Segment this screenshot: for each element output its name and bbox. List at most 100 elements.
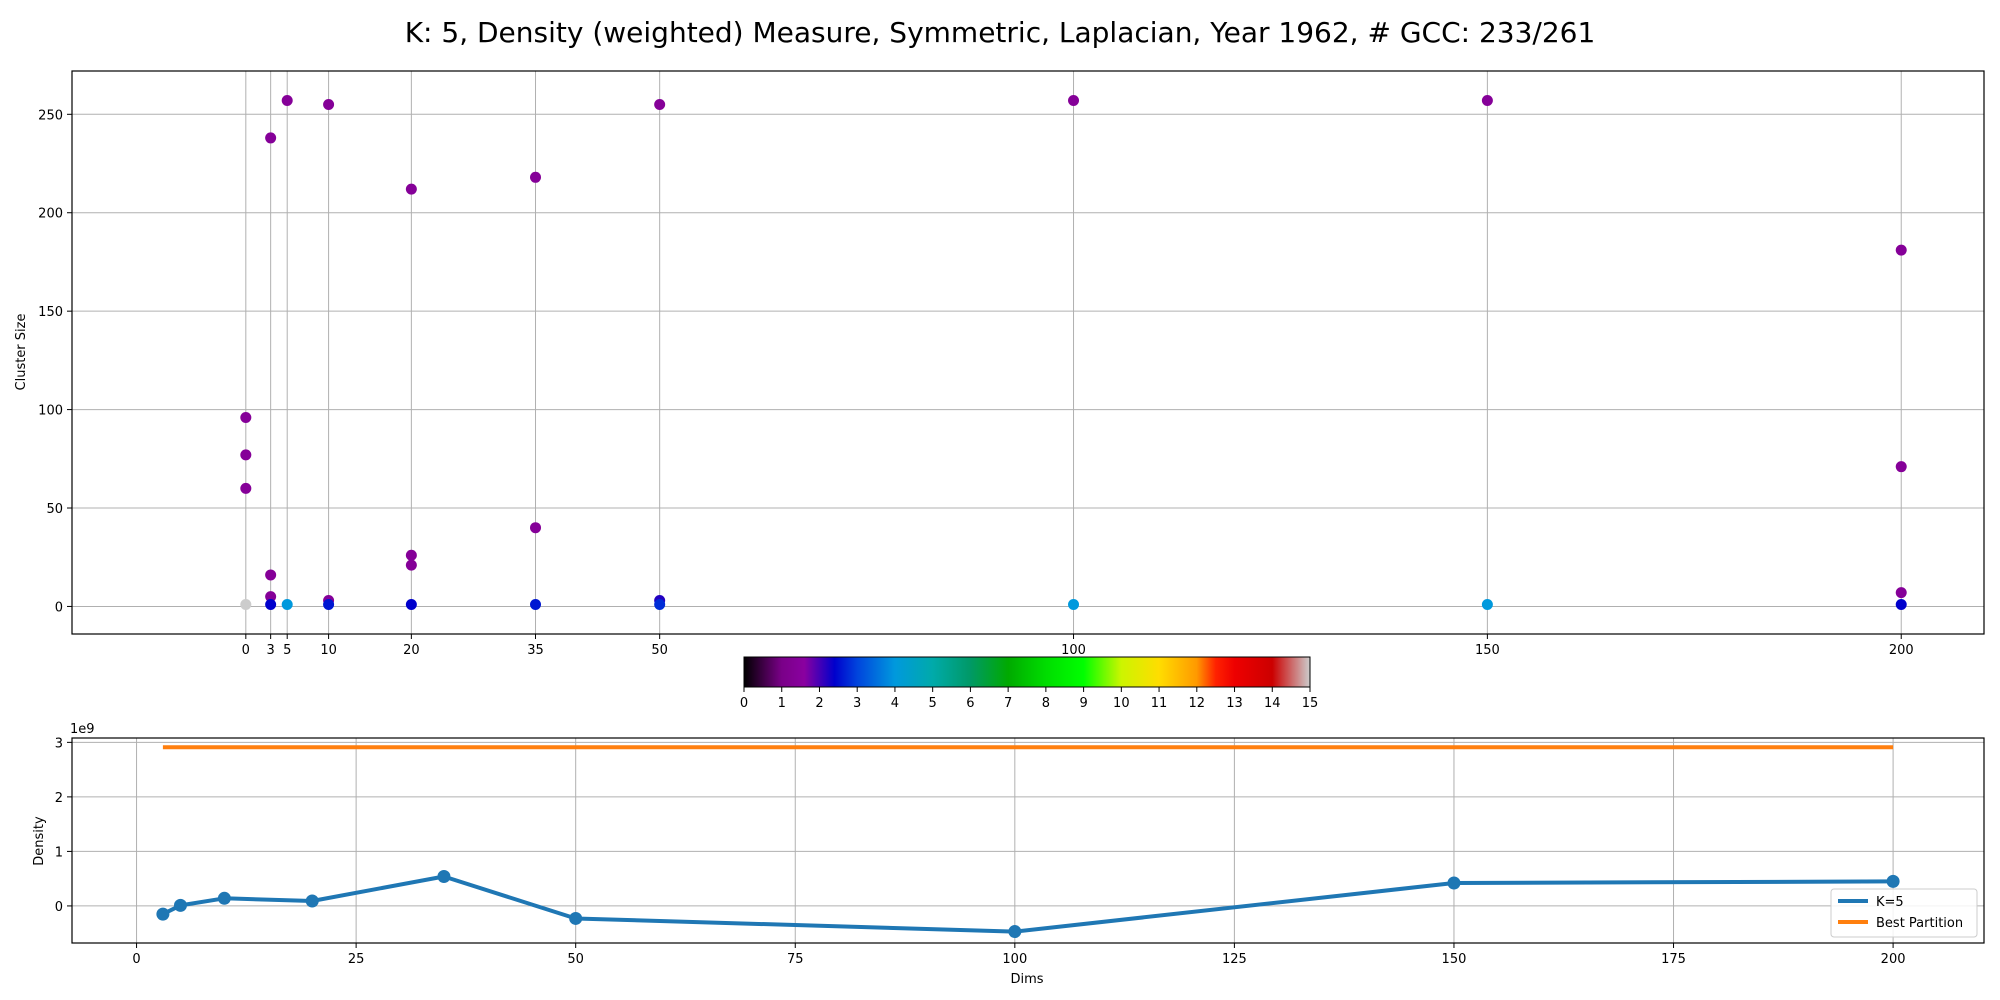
colorbar-tick-label: 11	[1151, 696, 1168, 711]
bottom-x-tick-label: 25	[348, 952, 365, 967]
series-marker-k-5	[1447, 876, 1461, 890]
cluster-point	[405, 598, 417, 610]
top-x-ticks: 0 3 5 10 20 35 50 100 150 200	[242, 634, 1914, 658]
top-x-tick-label: 3	[267, 643, 275, 658]
top-x-tick-label: 100	[1061, 643, 1086, 658]
top-x-tick-label: 200	[1889, 643, 1914, 658]
bottom-x-ticks: 0 25 50 75 100 125 150 175 200	[132, 943, 1906, 967]
cluster-point	[240, 449, 252, 461]
cluster-point	[405, 559, 417, 571]
cluster-point	[1068, 95, 1080, 107]
cluster-point	[654, 598, 666, 610]
cluster-point	[1895, 461, 1907, 473]
cluster-point	[281, 95, 293, 107]
top-y-ticks: 0 50 100 150 200 250	[38, 108, 72, 615]
colorbar-tick-label: 4	[891, 696, 899, 711]
colorbar-tick-label: 5	[929, 696, 937, 711]
cluster-point	[240, 411, 252, 423]
top-y-tick-label: 150	[38, 305, 63, 320]
cluster-point	[530, 522, 542, 534]
colorbar-tick-label: 2	[815, 696, 823, 711]
colorbar-tick-label: 0	[740, 696, 748, 711]
bottom-series	[156, 745, 1900, 939]
cluster-point	[1481, 95, 1493, 107]
cluster-point	[281, 598, 293, 610]
colorbar-ticks: 0 1 2 3 4 5 6 7 8 9 10 11 12 13 14 15	[740, 687, 1318, 711]
cluster-point	[1068, 598, 1080, 610]
top-y-tick-label: 50	[46, 502, 63, 517]
colorbar-tick-label: 12	[1189, 696, 1206, 711]
colorbar-tick-label: 9	[1079, 696, 1087, 711]
cluster-point	[405, 183, 417, 195]
top-x-tick-label: 5	[283, 643, 291, 658]
bottom-x-axis-label: Dims	[1010, 972, 1043, 987]
top-x-tick-label: 150	[1475, 643, 1500, 658]
cluster-point	[265, 598, 277, 610]
series-marker-k-5	[569, 911, 583, 925]
cluster-point	[1895, 244, 1907, 256]
colorbar-tick-label: 14	[1264, 696, 1281, 711]
bottom-y-tick-label: 2	[55, 791, 63, 806]
bottom-x-tick-label: 200	[1881, 952, 1906, 967]
series-marker-k-5	[1008, 925, 1022, 939]
cluster-point	[654, 98, 666, 110]
cluster-point	[405, 549, 417, 561]
legend-label-k5: K=5	[1876, 895, 1904, 910]
series-marker-k-5	[217, 891, 231, 905]
colorbar-tick-label: 7	[1004, 696, 1012, 711]
bottom-x-tick-label: 175	[1661, 952, 1686, 967]
legend: K=5 Best Partition	[1830, 888, 1978, 938]
bottom-x-tick-label: 100	[1002, 952, 1027, 967]
cluster-point	[265, 569, 277, 581]
bottom-x-tick-label: 125	[1222, 952, 1247, 967]
top-y-axis-label: Cluster Size	[14, 314, 29, 391]
bottom-y-axis-label: Density	[32, 816, 47, 866]
colorbar-tick-label: 8	[1042, 696, 1050, 711]
series-marker-k-5	[437, 869, 451, 883]
bottom-x-tick-label: 150	[1442, 952, 1467, 967]
colorbar-tick-label: 6	[966, 696, 974, 711]
cluster-point	[1895, 598, 1907, 610]
bottom-y-ticks: 0 1 2 3	[55, 736, 72, 915]
bottom-y-tick-label: 1	[55, 845, 63, 860]
colorbar-tick-label: 15	[1302, 696, 1319, 711]
bottom-x-tick-label: 50	[567, 952, 584, 967]
legend-label-best-partition: Best Partition	[1876, 916, 1963, 931]
bottom-axes-frame	[71, 737, 1985, 944]
colorbar-tick-label: 1	[778, 696, 786, 711]
colorbar-tick-label: 10	[1113, 696, 1130, 711]
colorbar-gradient	[743, 656, 1311, 688]
cluster-point	[1895, 587, 1907, 599]
cluster-point	[1481, 598, 1493, 610]
cluster-point	[240, 598, 252, 610]
bottom-y-offset-label: 1e9	[70, 722, 95, 737]
series-marker-k-5	[156, 907, 170, 921]
colorbar: 0 1 2 3 4 5 6 7 8 9 10 11 12 13 14 15	[740, 656, 1318, 711]
series-marker-k-5	[1886, 874, 1900, 888]
bottom-x-tick-label: 75	[787, 952, 804, 967]
cluster-point	[530, 598, 542, 610]
cluster-point	[323, 98, 335, 110]
figure-title: K: 5, Density (weighted) Measure, Symmet…	[405, 16, 1596, 49]
cluster-point	[323, 598, 335, 610]
top-grid	[72, 71, 1984, 634]
cluster-point	[265, 132, 277, 144]
top-x-tick-label: 20	[403, 643, 420, 658]
top-y-tick-label: 200	[38, 207, 63, 222]
cluster-point	[530, 171, 542, 183]
cluster-point	[265, 591, 277, 603]
bottom-y-tick-label: 3	[55, 736, 63, 751]
top-axes-frame	[71, 70, 1985, 635]
series-marker-k-5	[173, 898, 187, 912]
bottom-y-tick-label: 0	[55, 900, 63, 915]
top-x-tick-label: 50	[651, 643, 668, 658]
colorbar-tick-label: 13	[1226, 696, 1243, 711]
top-y-tick-label: 100	[38, 404, 63, 419]
top-x-tick-label: 35	[527, 643, 544, 658]
top-x-tick-label: 0	[242, 643, 250, 658]
top-points	[240, 95, 1907, 610]
bottom-x-tick-label: 0	[132, 952, 140, 967]
top-y-tick-label: 0	[55, 600, 63, 615]
